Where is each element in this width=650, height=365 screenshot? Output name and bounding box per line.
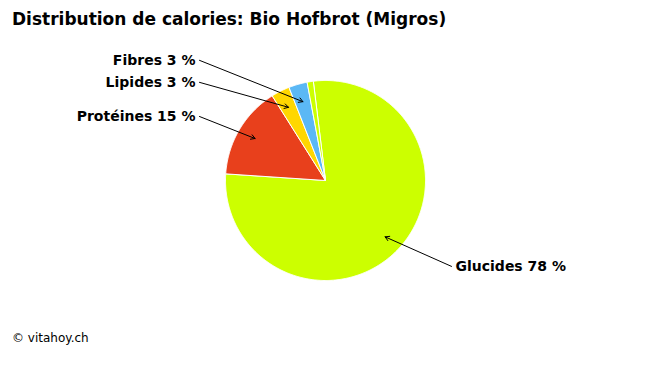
html-text:© vitahoy.ch: © vitahoy.ch <box>12 331 89 345</box>
svg-text:Fibres 3 %: Fibres 3 % <box>113 52 196 68</box>
svg-text:Protéines 15 %: Protéines 15 % <box>77 108 196 124</box>
svg-text:Lipides 3 %: Lipides 3 % <box>106 74 196 90</box>
svg-text:Glucides 78 %: Glucides 78 % <box>456 258 566 274</box>
html-text:Distribution de calories: Bio: Distribution de calories: Bio Hofbrot (M… <box>12 9 447 29</box>
